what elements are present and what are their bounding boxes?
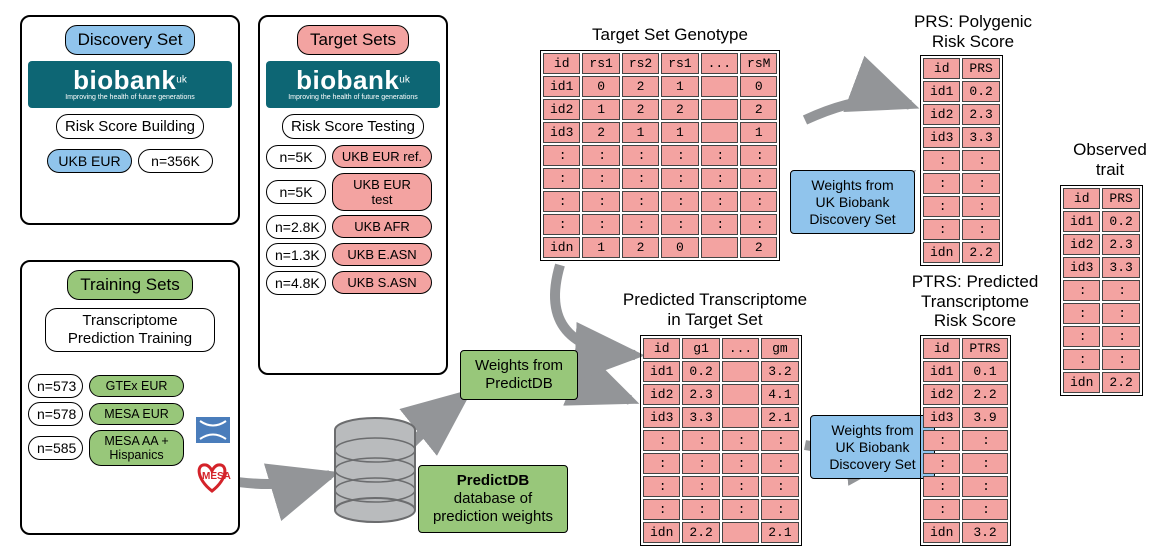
ukbb-w-l3a: Discovery Set [809, 211, 895, 227]
target-row-n: n=4.8K [266, 271, 326, 295]
predictdb-db-l1: PredictDB [457, 472, 530, 489]
target-row-label: UKB AFR [332, 215, 432, 238]
transcriptome-table: idg1...gmid10.23.2id22.34.1id33.32.1::::… [640, 335, 802, 546]
biobank-sup-target: uk [399, 75, 410, 86]
transcriptome-title: Predicted Transcriptome in Target Set [605, 290, 825, 329]
ptrs-title-l1: PTRS: Predicted [912, 272, 1039, 291]
ptrs-title: PTRS: Predicted Transcriptome Risk Score [895, 272, 1055, 331]
training-title: Training Sets [67, 270, 193, 300]
database-icon [330, 415, 420, 530]
ukbb-w-l2a: UK Biobank [816, 194, 890, 210]
discovery-title: Discovery Set [65, 25, 196, 55]
prs-title: PRS: Polygenic Risk Score [898, 12, 1048, 51]
biobank-label-target: biobank [296, 65, 399, 95]
training-row-label: GTEx EUR [89, 375, 184, 397]
ukbb-w-l1b: Weights from [831, 422, 913, 438]
ptrs-table: idPTRSid10.1id22.2id33.9::::::::idn3.2 [920, 335, 1011, 546]
target-row: n=2.8K UKB AFR [266, 215, 440, 239]
observed-table: idPRSid10.2id22.3id33.3::::::::idn2.2 [1060, 185, 1143, 396]
training-subtitle: Transcriptome Prediction Training [45, 308, 215, 352]
target-row-n: n=2.8K [266, 215, 326, 239]
predictdb-db-l2: database of [454, 490, 532, 507]
biobank-badge-discovery: biobankuk Improving the health of future… [28, 61, 232, 108]
dna-icon [196, 417, 230, 443]
target-row: n=1.3K UKB E.ASN [266, 243, 440, 267]
svg-text:MESA: MESA [202, 471, 231, 482]
training-row: n=573 GTEx EUR [28, 374, 232, 398]
ptrs-title-l3: Risk Score [934, 311, 1016, 330]
training-row-n: n=573 [28, 374, 83, 398]
transcriptome-title-l1: Predicted Transcriptome [623, 290, 807, 309]
target-row-label: UKB EUR ref. [332, 145, 432, 168]
observed-title: Observed trait [1060, 140, 1160, 179]
genotype-title: Target Set Genotype [555, 25, 785, 45]
predictdb-db-l3: prediction weights [433, 508, 553, 525]
target-row-label: UKB EUR test [332, 173, 432, 211]
target-rows: n=5KUKB EUR ref.n=5KUKB EUR testn=2.8KUK… [266, 145, 440, 295]
ukbb-weights-box-top: Weights from UK Biobank Discovery Set [790, 170, 915, 234]
target-panel: Target Sets biobankuk Improving the heal… [258, 15, 448, 375]
discovery-pop: UKB EUR [47, 149, 132, 173]
ukbb-w-l3b: Discovery Set [829, 456, 915, 472]
ptrs-title-l2: Transcriptome [921, 292, 1029, 311]
biobank-tagline-target: Improving the health of future generatio… [272, 94, 434, 102]
training-row-label: MESA AA + Hispanics [89, 430, 184, 466]
ukbb-w-l1a: Weights from [811, 177, 893, 193]
target-row: n=4.8K UKB S.ASN [266, 271, 440, 295]
predictdb-weights-box: Weights from PredictDB [460, 350, 578, 400]
discovery-n: n=356K [138, 149, 213, 173]
observed-title-l1: Observed [1073, 140, 1147, 159]
biobank-badge-target: biobankuk Improving the health of future… [266, 61, 440, 108]
ukbb-w-l2b: UK Biobank [836, 439, 910, 455]
ukbb-weights-box-bottom: Weights from UK Biobank Discovery Set [810, 415, 935, 479]
target-row-n: n=5K [266, 180, 326, 204]
training-row-n: n=578 [28, 402, 83, 426]
discovery-subtitle: Risk Score Building [56, 114, 204, 139]
genotype-table: idrs1rs2rs1...rsMid10210id21222id32111::… [540, 50, 780, 261]
target-row-label: UKB E.ASN [332, 243, 432, 266]
training-row-label: MESA EUR [89, 403, 184, 425]
biobank-label: biobank [73, 65, 176, 95]
target-row-n: n=5K [266, 145, 326, 169]
target-row: n=5KUKB EUR test [266, 173, 440, 211]
target-row-n: n=1.3K [266, 243, 326, 267]
training-row-n: n=585 [28, 436, 83, 460]
transcriptome-title-l2: in Target Set [667, 310, 762, 329]
prs-title-l1: PRS: Polygenic [914, 12, 1032, 31]
prs-title-l2: Risk Score [932, 32, 1014, 51]
target-row: n=5K UKB EUR ref. [266, 145, 440, 169]
mesa-heart-icon: MESA [188, 457, 236, 497]
target-subtitle: Risk Score Testing [282, 114, 424, 139]
target-row-label: UKB S.ASN [332, 271, 432, 294]
target-title: Target Sets [297, 25, 409, 55]
biobank-tagline: Improving the health of future generatio… [34, 94, 226, 102]
discovery-panel: Discovery Set biobankuk Improving the he… [20, 15, 240, 225]
biobank-sup: uk [176, 75, 187, 86]
observed-title-l2: trait [1096, 160, 1124, 179]
prs-table: idPRSid10.2id22.3id33.3::::::::idn2.2 [920, 55, 1003, 266]
predictdb-db-box: PredictDB database of prediction weights [418, 465, 568, 533]
training-panel: Training Sets Transcriptome Prediction T… [20, 260, 240, 535]
